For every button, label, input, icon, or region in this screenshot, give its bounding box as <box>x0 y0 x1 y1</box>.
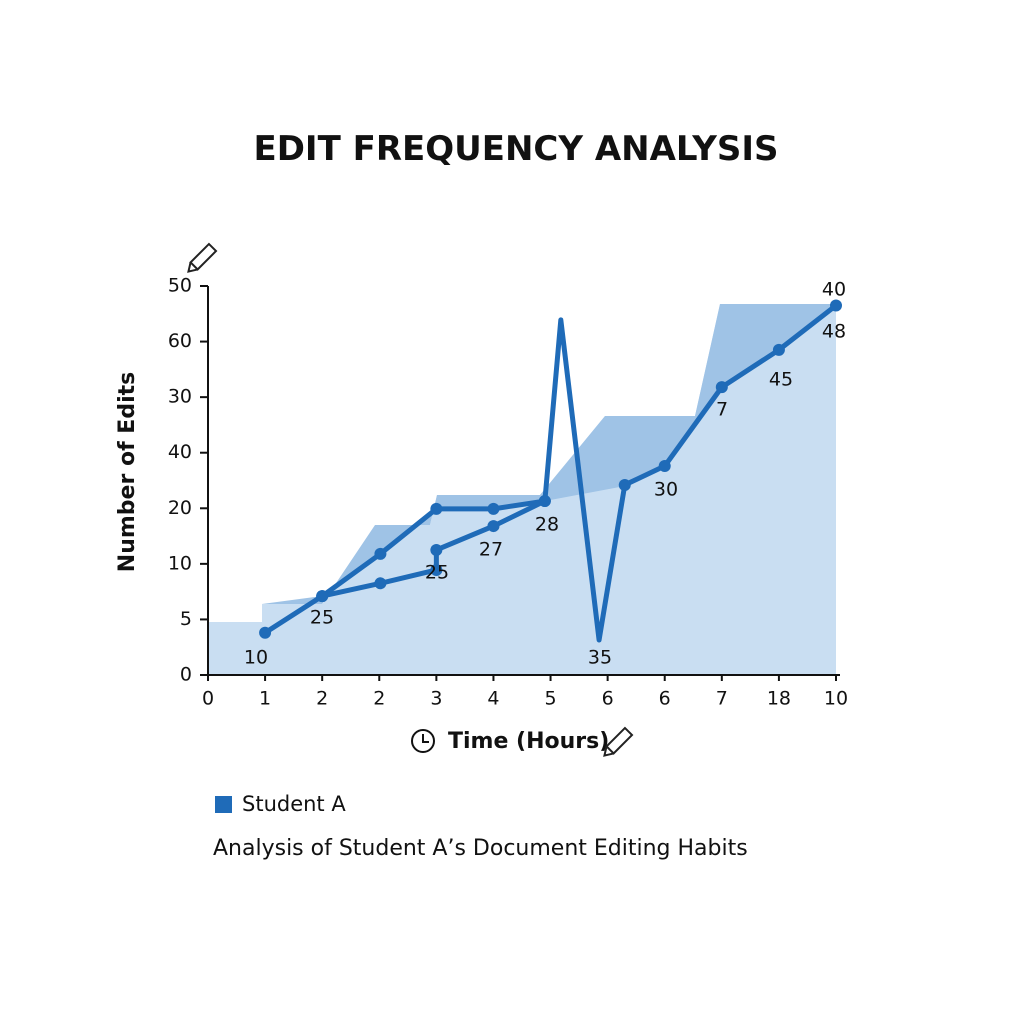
y-tick-label: 10 <box>168 552 192 574</box>
y-tick-label: 40 <box>168 441 192 463</box>
x-tick-label: 2 <box>373 688 385 710</box>
y-tick-label: 0 <box>180 664 192 686</box>
point <box>772 343 785 356</box>
point <box>374 547 387 560</box>
legend-label: Student A <box>242 792 346 816</box>
x-tick-label: 0 <box>202 688 214 710</box>
pencil-icon <box>603 726 634 757</box>
area <box>208 304 836 675</box>
point-label: 10 <box>244 647 268 669</box>
point <box>830 299 842 312</box>
point <box>430 543 443 556</box>
x-tick-label: 6 <box>659 688 671 710</box>
legend-swatch <box>215 796 232 813</box>
x-tick-label: 7 <box>716 688 728 710</box>
point <box>487 502 500 515</box>
pencil-icon <box>187 242 218 273</box>
y-axis-label: Number of Edits <box>115 372 140 572</box>
x-axis-label: Time (Hours) <box>448 729 609 754</box>
point <box>374 577 387 590</box>
point <box>487 520 500 533</box>
point <box>538 495 551 508</box>
point-label: 28 <box>535 514 559 536</box>
point <box>259 626 272 639</box>
clock-hands <box>422 734 429 743</box>
point-label: 25 <box>425 562 449 584</box>
x-tick-label: 5 <box>544 688 556 710</box>
x-tick-label: 4 <box>487 688 499 710</box>
point-label: 25 <box>310 607 334 629</box>
x-tick-label: 3 <box>430 688 442 710</box>
point-label: 48 <box>822 321 846 343</box>
point <box>715 381 728 394</box>
point-label: 40 <box>822 279 846 301</box>
caption: Analysis of Student A’s Document Editing… <box>213 836 748 861</box>
point-label: 27 <box>479 539 503 561</box>
x-tick-label: 1 <box>259 688 271 710</box>
y-tick-label: 20 <box>168 497 192 519</box>
point <box>430 502 443 515</box>
clock-icon <box>411 729 435 753</box>
point-label: 7 <box>716 399 728 421</box>
point <box>658 460 671 473</box>
y-tick-label: 60 <box>168 330 192 352</box>
x-tick-label: 18 <box>767 688 791 710</box>
point-label: 35 <box>588 647 612 669</box>
point-label: 45 <box>769 369 793 391</box>
y-tick-label: 30 <box>168 386 192 408</box>
x-tick-label: 6 <box>602 688 614 710</box>
x-tick-label: 2 <box>316 688 328 710</box>
x-tick-label: 10 <box>824 688 848 710</box>
y-tick-label: 5 <box>180 608 192 630</box>
point <box>316 590 329 603</box>
point <box>430 563 443 576</box>
chart-title: EDIT FREQUENCY ANALYSIS <box>253 129 778 169</box>
line <box>321 498 546 599</box>
point-label: 30 <box>654 479 678 501</box>
area-band <box>262 304 836 604</box>
y-tick-label: 50 <box>168 275 192 297</box>
point <box>618 478 631 491</box>
